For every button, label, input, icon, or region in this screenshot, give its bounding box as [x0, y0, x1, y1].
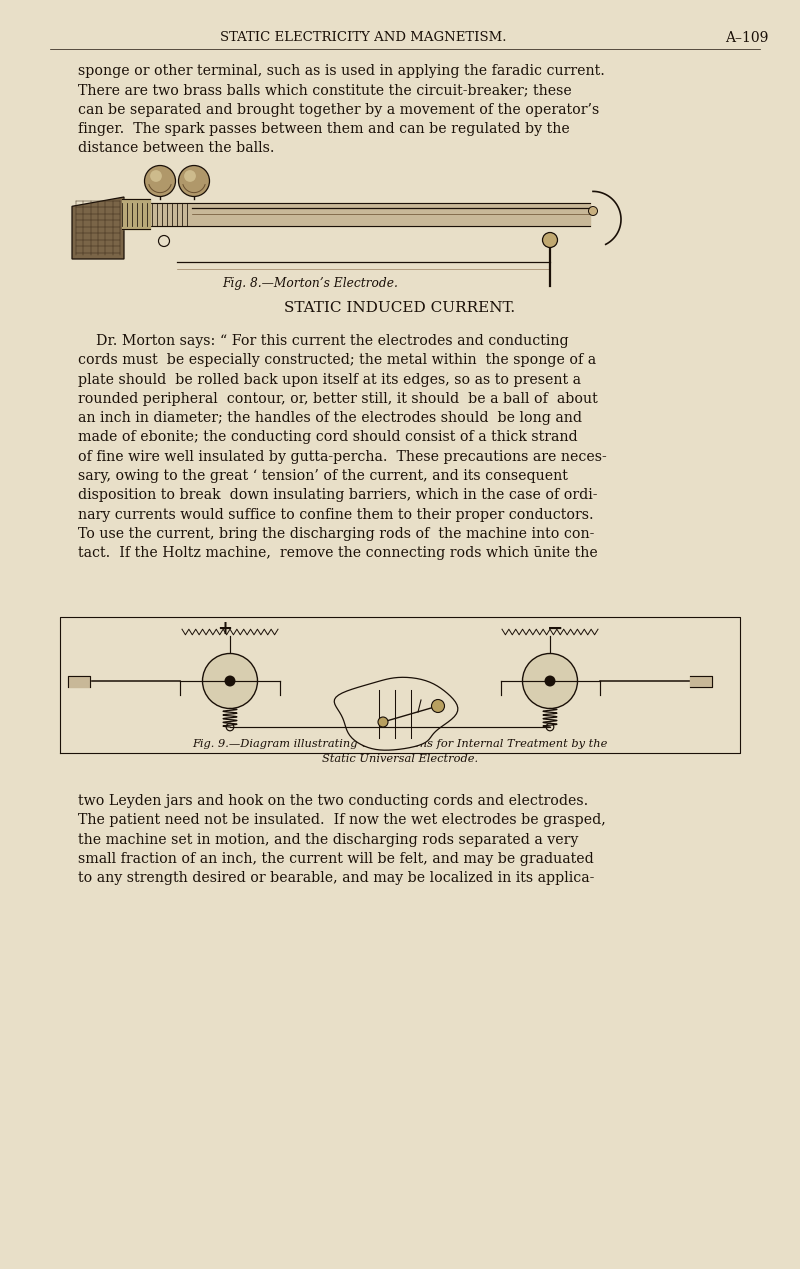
- Text: to any strength desired or bearable, and may be localized in its applica-: to any strength desired or bearable, and…: [78, 872, 594, 886]
- Text: Static Universal Electrode.: Static Universal Electrode.: [322, 755, 478, 764]
- Text: There are two brass balls which constitute the circuit-breaker; these: There are two brass balls which constitu…: [78, 84, 572, 98]
- Text: rounded peripheral  contour, or, better still, it should  be a ball of  about: rounded peripheral contour, or, better s…: [78, 392, 598, 406]
- Text: can be separated and brought together by a movement of the operator’s: can be separated and brought together by…: [78, 103, 599, 117]
- Text: Dr. Morton says: “ For this current the electrodes and conducting: Dr. Morton says: “ For this current the …: [78, 334, 569, 348]
- Circle shape: [545, 675, 555, 687]
- Text: small fraction of an inch, the current will be felt, and may be graduated: small fraction of an inch, the current w…: [78, 851, 594, 865]
- Text: STATIC INDUCED CURRENT.: STATIC INDUCED CURRENT.: [285, 301, 515, 315]
- Text: made of ebonite; the conducting cord should consist of a thick strand: made of ebonite; the conducting cord sho…: [78, 430, 578, 444]
- Polygon shape: [334, 678, 458, 750]
- Text: finger.  The spark passes between them and can be regulated by the: finger. The spark passes between them an…: [78, 122, 570, 136]
- Text: To use the current, bring the discharging rods of  the machine into con-: To use the current, bring the dischargin…: [78, 527, 594, 541]
- Text: plate should  be rolled back upon itself at its edges, so as to present a: plate should be rolled back upon itself …: [78, 373, 581, 387]
- Text: sary, owing to the great ‘ tension’ of the current, and its consequent: sary, owing to the great ‘ tension’ of t…: [78, 470, 568, 483]
- Text: two Leyden jars and hook on the two conducting cords and electrodes.: two Leyden jars and hook on the two cond…: [78, 794, 588, 808]
- Text: the machine set in motion, and the discharging rods separated a very: the machine set in motion, and the disch…: [78, 832, 578, 846]
- Text: Fig. 8.—Morton’s Electrode.: Fig. 8.—Morton’s Electrode.: [222, 277, 398, 291]
- Text: sponge or other terminal, such as is used in applying the faradic current.: sponge or other terminal, such as is use…: [78, 63, 605, 77]
- Text: Fig. 9.—Diagram illustrating Connections for Internal Treatment by the: Fig. 9.—Diagram illustrating Connections…: [192, 739, 608, 749]
- Circle shape: [431, 699, 445, 712]
- Circle shape: [202, 654, 258, 708]
- Text: tact.  If the Holtz machine,  remove the connecting rods which ūnite the: tact. If the Holtz machine, remove the c…: [78, 546, 598, 561]
- Circle shape: [184, 170, 196, 181]
- FancyBboxPatch shape: [55, 617, 745, 761]
- Polygon shape: [72, 197, 124, 259]
- Text: A–109: A–109: [725, 30, 768, 44]
- Circle shape: [522, 654, 578, 708]
- Text: STATIC ELECTRICITY AND MAGNETISM.: STATIC ELECTRICITY AND MAGNETISM.: [220, 30, 506, 44]
- Circle shape: [178, 165, 210, 197]
- Text: +: +: [218, 621, 233, 638]
- Circle shape: [542, 232, 558, 247]
- Circle shape: [589, 207, 598, 216]
- Circle shape: [145, 165, 175, 197]
- Text: nary currents would suffice to confine them to their proper conductors.: nary currents would suffice to confine t…: [78, 508, 594, 522]
- Text: The patient need not be insulated.  If now the wet electrodes be grasped,: The patient need not be insulated. If no…: [78, 813, 606, 827]
- Text: disposition to break  down insulating barriers, which in the case of ordi-: disposition to break down insulating bar…: [78, 489, 598, 503]
- Text: of fine wire well insulated by gutta-percha.  These precautions are neces-: of fine wire well insulated by gutta-per…: [78, 449, 606, 463]
- Circle shape: [378, 717, 388, 727]
- Circle shape: [150, 170, 162, 181]
- Text: cords must  be especially constructed; the metal within  the sponge of a: cords must be especially constructed; th…: [78, 353, 596, 367]
- Circle shape: [225, 675, 235, 687]
- Text: distance between the balls.: distance between the balls.: [78, 141, 274, 155]
- Text: an inch in diameter; the handles of the electrodes should  be long and: an inch in diameter; the handles of the …: [78, 411, 582, 425]
- Text: −: −: [547, 621, 563, 638]
